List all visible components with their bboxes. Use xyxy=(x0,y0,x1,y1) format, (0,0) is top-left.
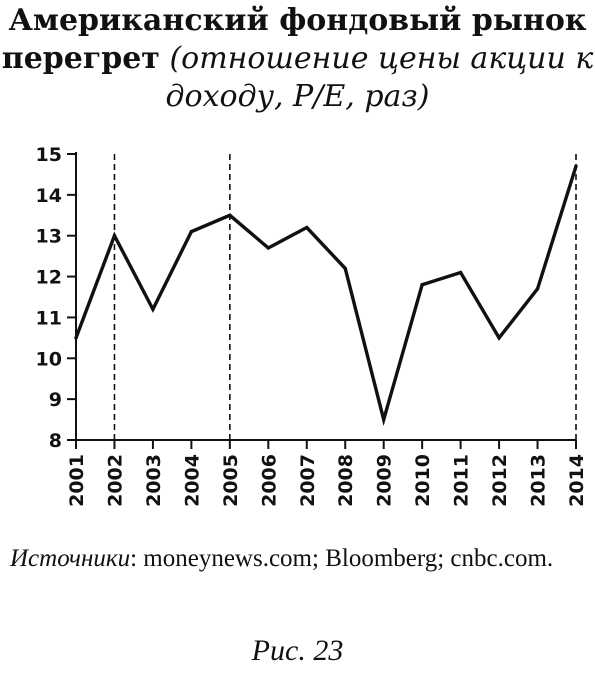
x-tick-label-2001: 2001 xyxy=(66,454,88,507)
data-point-2008 xyxy=(343,266,347,271)
x-tick-label-2004: 2004 xyxy=(181,454,203,507)
source-note: Источники: moneynews.com; Bloomberg; cnb… xyxy=(10,542,588,576)
x-tick-label-2002: 2002 xyxy=(104,454,126,507)
y-tick-label-13: 13 xyxy=(36,226,62,248)
data-point-2012 xyxy=(497,336,501,340)
data-point-2006 xyxy=(266,246,271,250)
y-tick-label-14: 14 xyxy=(36,185,62,207)
data-point-2001 xyxy=(74,336,78,340)
x-tick-label-2008: 2008 xyxy=(335,454,357,507)
x-tick-label-2009: 2009 xyxy=(374,454,396,507)
x-tick-label-2006: 2006 xyxy=(258,454,280,507)
data-point-2002 xyxy=(112,234,117,238)
x-tick-label-2003: 2003 xyxy=(143,454,165,507)
x-tick-label-2007: 2007 xyxy=(297,454,319,507)
pe-ratio-line xyxy=(74,165,578,427)
chart-title-italic: (отношение цены акции к доходу, P/E, раз… xyxy=(165,41,594,114)
line-chart: 8 9 10 11 12 13 14 15 2001 2002 2003 2004 2005 2006 20… xyxy=(36,144,588,507)
y-tick-label-10: 10 xyxy=(36,348,62,370)
y-tick-label-11: 11 xyxy=(36,307,62,329)
x-tick-label-2010: 2010 xyxy=(412,454,434,507)
data-point-2003 xyxy=(151,307,155,311)
y-tick-label-8: 8 xyxy=(49,430,62,452)
chart-title-bold: Американский фондовый рынок перегрет xyxy=(1,3,587,76)
source-label: Источники xyxy=(10,545,131,572)
data-point-2007 xyxy=(305,225,309,230)
y-tick-label-15: 15 xyxy=(36,144,62,166)
x-tick-label-2013: 2013 xyxy=(528,454,550,507)
x-tick-label-2005: 2005 xyxy=(220,454,242,507)
data-point-2009 xyxy=(381,417,386,422)
data-point-2005 xyxy=(228,213,232,217)
x-tick-label-2011: 2011 xyxy=(451,454,473,507)
x-tick-label-2012: 2012 xyxy=(489,454,511,507)
y-tick-label-12: 12 xyxy=(36,267,62,289)
data-point-2014 xyxy=(574,164,578,168)
figure-caption: Рис. 23 xyxy=(251,634,344,667)
data-point-2011 xyxy=(458,270,463,275)
data-point-2010 xyxy=(420,283,424,287)
x-tick-label-2014: 2014 xyxy=(566,454,588,507)
chart-title: Американский фондовый рынок перегрет (от… xyxy=(0,2,595,116)
y-tick-label-9: 9 xyxy=(49,389,62,411)
data-point-2004 xyxy=(189,229,194,234)
source-text: : moneynews.com; Bloomberg; cnbc.com. xyxy=(130,545,554,572)
data-point-2013 xyxy=(535,287,540,291)
